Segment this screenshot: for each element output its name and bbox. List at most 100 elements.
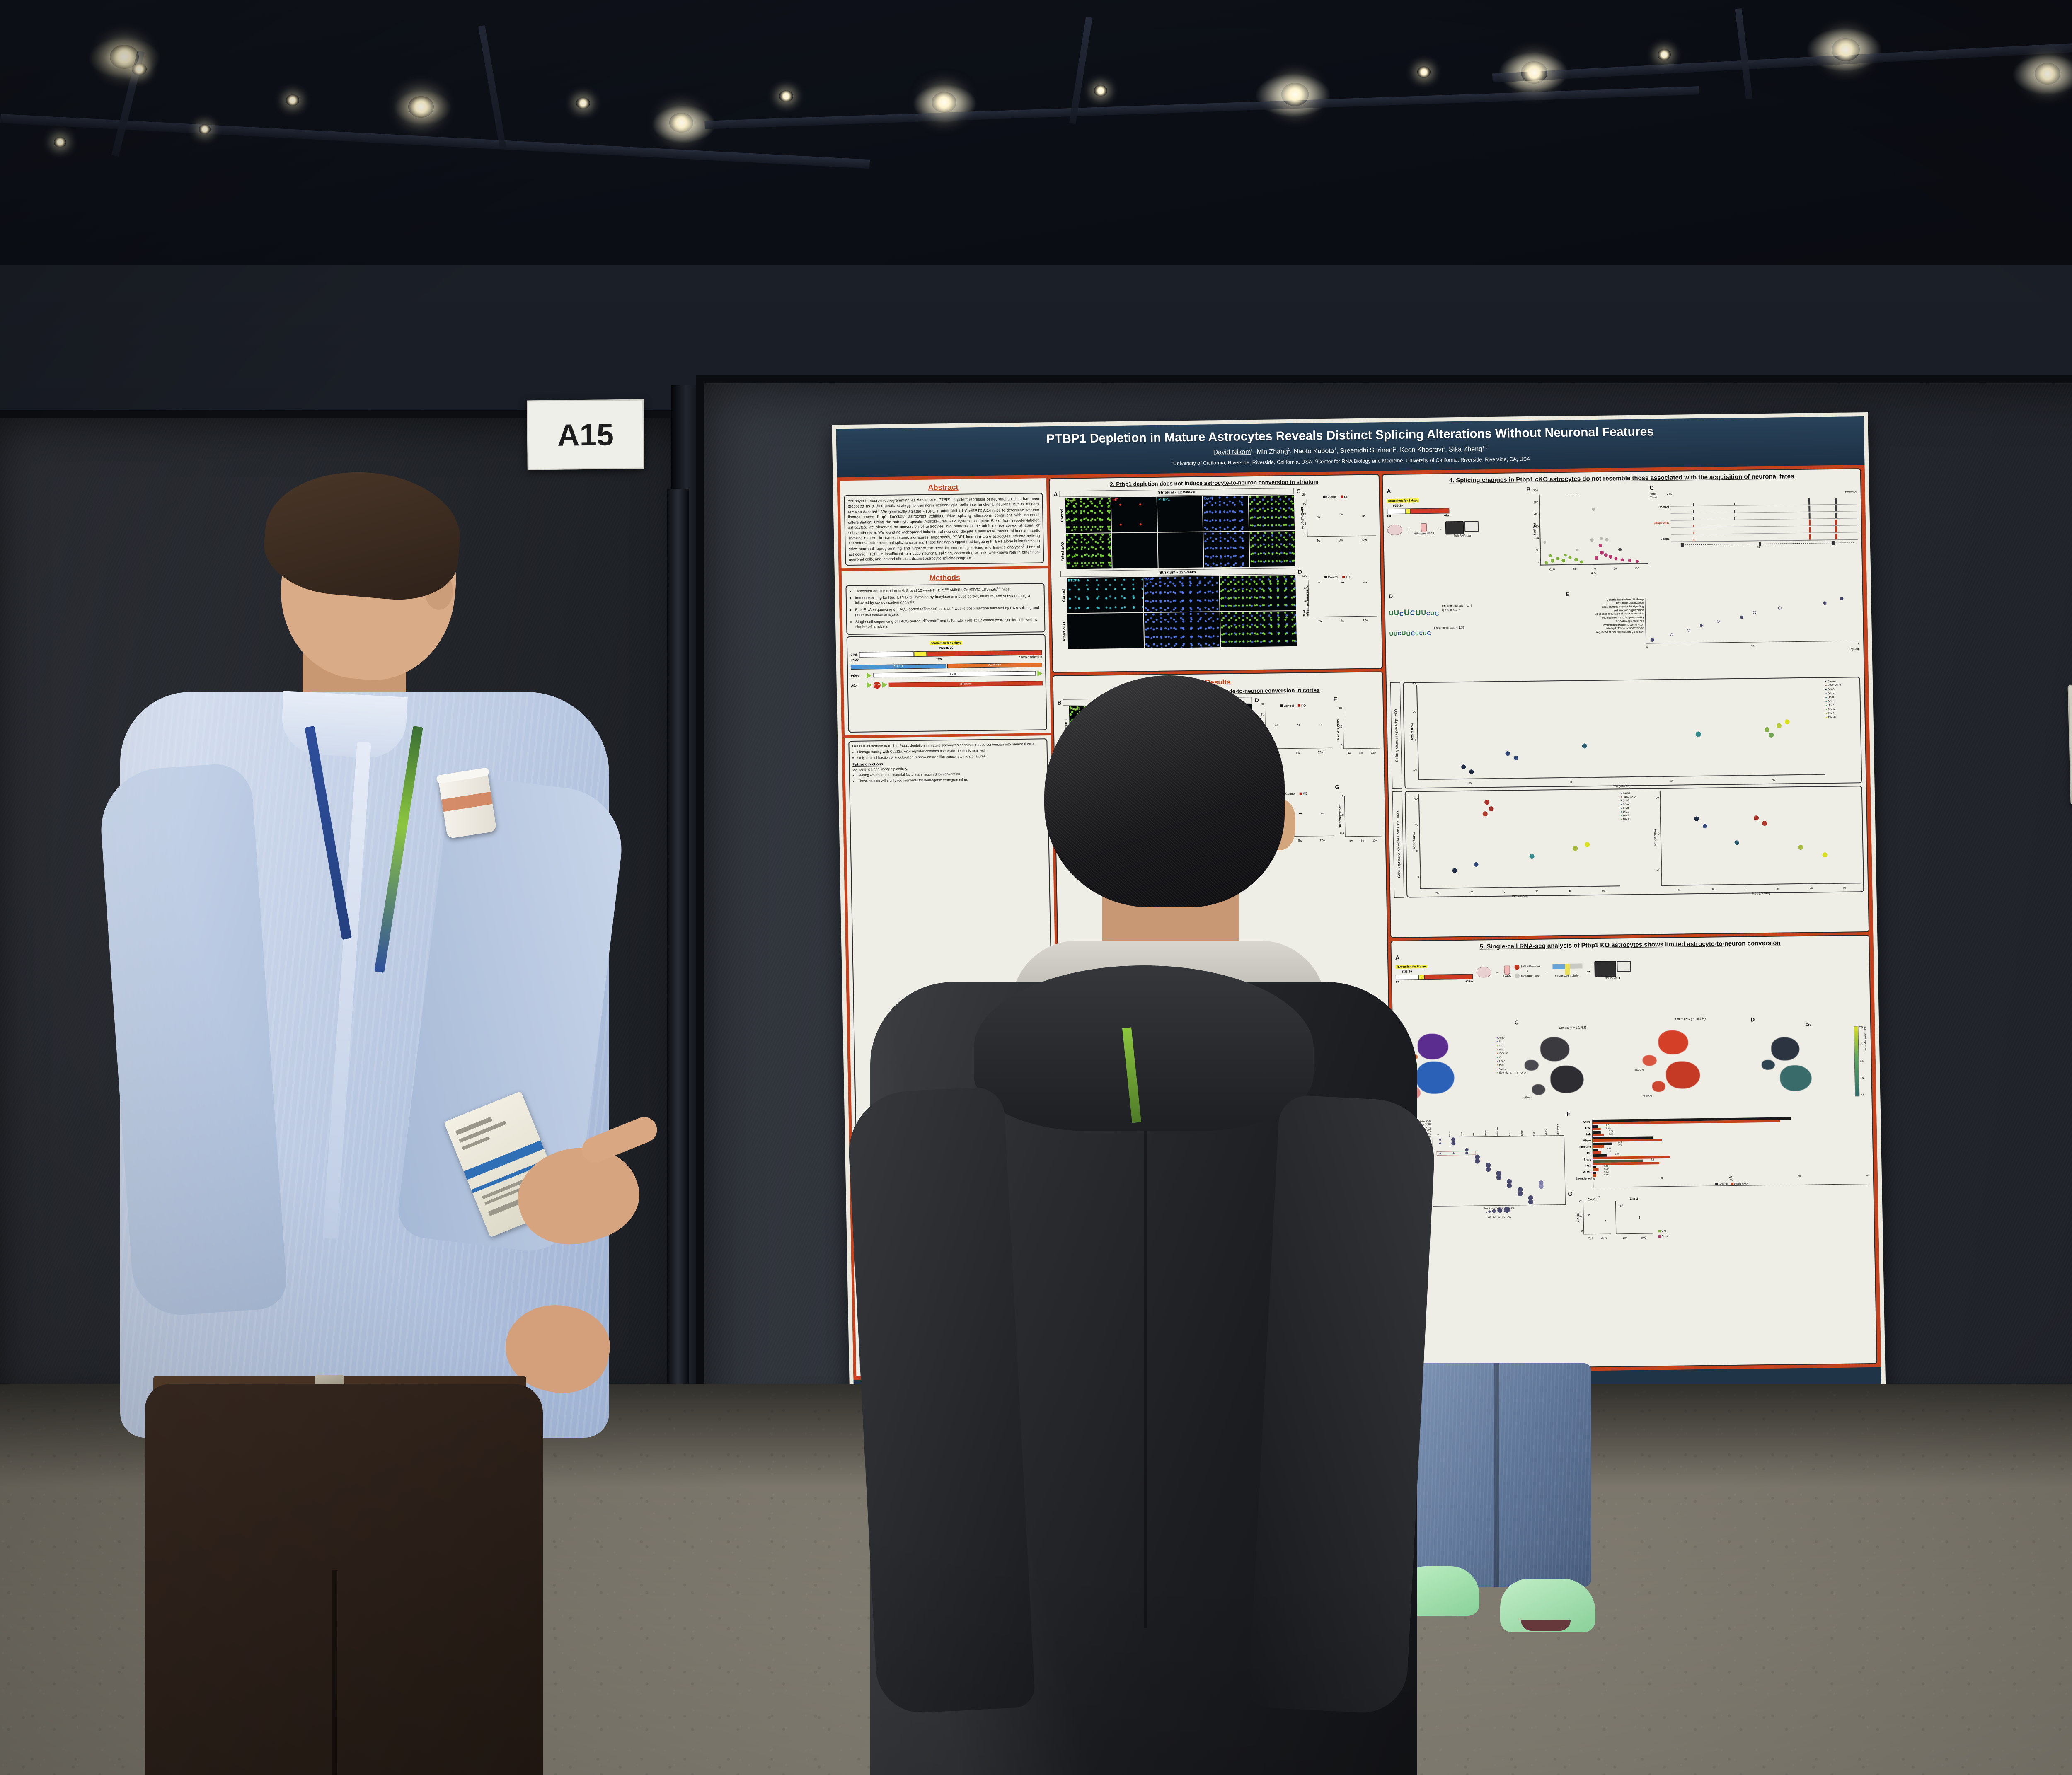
go-xtick-3: 5 (1858, 643, 1860, 646)
f-lbl-10: 7.6 (1651, 1158, 1654, 1161)
timepoint-label-5a: +12w (1465, 979, 1473, 983)
gene-box-aldh1l1: Aldh1l1 (850, 663, 946, 670)
g-xt-2: cKO (1601, 1237, 1607, 1240)
sz-4: 80 (1502, 1216, 1505, 1219)
row-label-cko-2b: Ptbp1 cKO (1062, 621, 1067, 641)
methods-heading: Methods (929, 573, 961, 582)
step-label-5a-2: Single Cell Isolation (1554, 974, 1581, 978)
motif-enrichment-1: Enrichment ratio = 1.48 (1442, 604, 1472, 608)
pca1-lg-5: DIV0 (1828, 696, 1834, 699)
dp-col-2: Astro (1448, 1131, 1451, 1137)
panel-label-5f: F (1566, 1110, 1570, 1117)
board-number-a15: A15 (527, 399, 644, 470)
sig-2c-1: ns (1317, 515, 1320, 519)
panel-label-4d: D (1388, 592, 1393, 600)
f-lg-1: Control (1719, 1182, 1728, 1186)
motif-enrichment-2: Enrichment ratio = 1.15 (1434, 626, 1464, 630)
f-lg-2: Ptbp1 cKO (1734, 1182, 1748, 1185)
row-label-control-2b: Control (1061, 588, 1066, 602)
g-xt-4: cKO (1641, 1236, 1647, 1240)
pca2-lg-1: Control (1622, 791, 1631, 795)
legend-ko-2c: KO (1344, 495, 1349, 499)
pca3-xt1: -40 (1676, 888, 1681, 892)
pca1-lg-4: DIV-4 (1828, 692, 1835, 695)
row-label-control-2a: Control (1060, 508, 1065, 522)
dp-col-8: Endo (1520, 1130, 1524, 1136)
pca2-xt2: -20 (1469, 891, 1474, 894)
section-2: 2. Ptbp1 depletion does not induce astro… (1048, 474, 1383, 673)
g-xt-1: Ctrl (1588, 1237, 1593, 1240)
pca1-legend: ● Control ● Ptbp1 cKO ● DIV-8 ● DIV-4 ● … (1825, 680, 1841, 719)
birth-label: Birth (850, 653, 858, 657)
dotplot-col-labels: Tg Astro Exc Inh Micro Immune OL Endo Pe (1431, 1119, 1564, 1137)
pca1-xt2: 0 (1570, 781, 1572, 784)
f-lbl-3: 1.07 (1609, 1130, 1614, 1133)
xtick-2c-1: 4w (1316, 538, 1321, 543)
pca2-legend: ● Control ● Ptbp1 cKO ● DIV-8 ● DIV-4 ● … (1620, 791, 1636, 821)
f-lbl-12: 0.39 (1604, 1168, 1609, 1170)
pca2-lg-8: DIV16 (1623, 818, 1631, 821)
xtick-2c-2: 8w (1339, 538, 1343, 542)
track-label-control: Control (1658, 506, 1669, 509)
f-cat-4: Micro (1583, 1139, 1591, 1143)
ct-10: Ependymal (1499, 1071, 1512, 1074)
chart-sec2-C: % of tdT+/DAPI 0 5 10 15 20 (1300, 493, 1376, 543)
go-term-10: regulation of cell projection organizati… (1596, 630, 1644, 634)
methods-item-1: Tamoxifen administration in 4, 8, and 12… (855, 586, 1041, 594)
g-dl-5: 9 (1639, 1216, 1641, 1219)
f-cat-6: OL (1587, 1151, 1591, 1155)
g-dl-1: 11 (1588, 1214, 1591, 1217)
pca2-lg-6: DIV1 (1623, 810, 1629, 814)
f-cat-7: Endo (1583, 1157, 1592, 1162)
methods-item-4: Single-cell sequencing of FACS-sorted td… (855, 617, 1041, 629)
panel-label-5d: D (1750, 1016, 1755, 1023)
g-dl-4: 17 (1619, 1204, 1623, 1208)
channel-label-dapi: DAPI (1204, 496, 1213, 501)
pca1-lg-2: Ptbp1 cKO (1827, 684, 1841, 687)
sig-2d-1: *** (1318, 582, 1322, 585)
sample-collection-label: Sample collection (1019, 655, 1042, 659)
dp-col-3: Exc (1460, 1132, 1463, 1137)
section-5: 5. Single-cell RNA-seq analysis of Ptbp1… (1390, 935, 1878, 1370)
exon-label-4c: E2 (1757, 545, 1760, 549)
arm-right (1248, 1094, 1438, 1715)
person-poster-presenter (50, 464, 680, 1775)
f-lbl-4: 1.77 (1609, 1133, 1614, 1136)
step-label-4a-1: tdTomato+ FACS (1414, 532, 1435, 536)
ct-6: OL (1499, 1056, 1503, 1059)
gene-box-creert2: Cre/ERT2 (947, 662, 1043, 668)
f-cat-10: Ependymal (1575, 1176, 1592, 1180)
go-xtick-1: 4 (1646, 646, 1648, 649)
head-hair (1044, 675, 1285, 907)
frac-neg-5a: 50% tdTomato- (1521, 974, 1540, 977)
dp-col-7: OL (1508, 1132, 1511, 1136)
chart-sec5-G1: # Cells 0 10 20 (1577, 1196, 1611, 1240)
abstract-text: Astrocyte-to-neuron reprogramming via de… (847, 496, 1041, 562)
f-lbl-7: 0.34 (1606, 1147, 1611, 1150)
pca1-lg-8: DIV16 (1828, 708, 1836, 711)
pca2-xt6: 60 (1602, 889, 1605, 892)
channel-label-ptbp1-2b: PTBP1 (1068, 578, 1080, 583)
go-xlabel: -Log10(q) (1848, 647, 1860, 651)
f-lbl-1: 0.31 (1606, 1124, 1611, 1127)
ct-7: Endo (1499, 1059, 1505, 1063)
f-xt-3: 40 (1729, 1175, 1732, 1179)
row-label-cko-2a: Ptbp1 cKO (1060, 542, 1065, 561)
ct-8: Peri (1499, 1063, 1504, 1067)
sig-2c-3: ns (1362, 515, 1366, 518)
pca2-xt4: 20 (1535, 890, 1539, 893)
chrom-label-4c: chr10: (1649, 495, 1657, 499)
ct-4: Micro (1498, 1048, 1506, 1051)
f-lbl-2: 0.45 (1606, 1127, 1611, 1130)
go-xtick-2: 4.5 (1751, 644, 1755, 648)
pca1-lg-6: DIV1 (1828, 700, 1834, 703)
panel-label-4b: B (1526, 486, 1531, 493)
pca1-lg-10: DIV28 (1828, 716, 1836, 719)
umap-row: B ⊕Exc-1 Exc-2 ⊙ UMAP-1 (1397, 1015, 1868, 1111)
pca2-xt3: 0 (1503, 890, 1506, 894)
trousers (145, 1384, 543, 1775)
xtick-2d-2: 8w (1340, 619, 1344, 623)
